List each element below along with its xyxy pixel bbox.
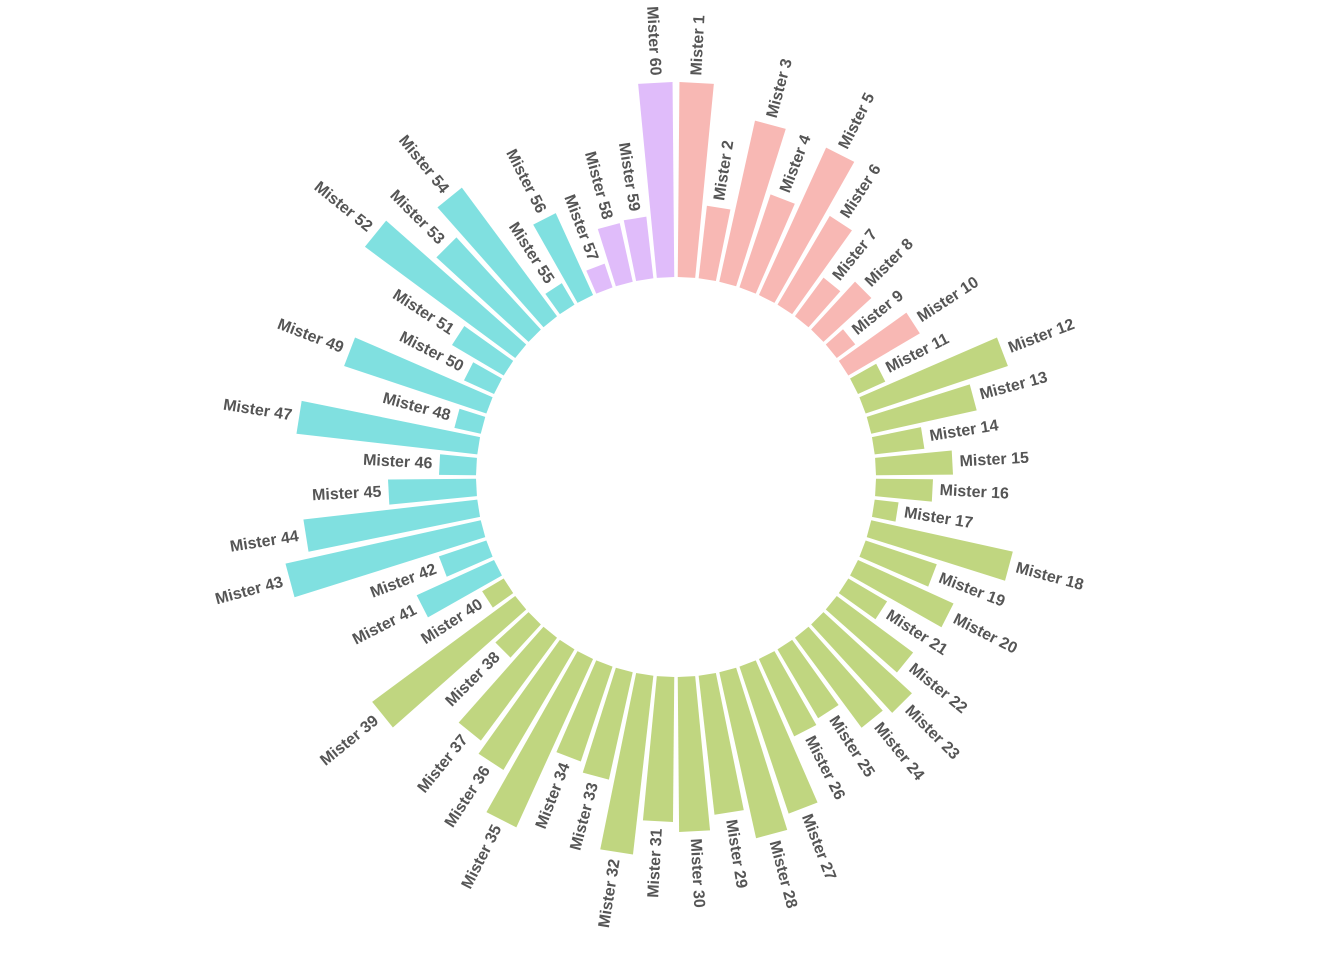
bar-13 [866,384,977,434]
bar-18 [866,520,1013,581]
bar-37 [458,626,558,741]
bar-11 [850,363,886,395]
bar-label-37: Mister 37 [415,732,472,797]
bar-label-3: Mister 3 [764,57,796,120]
bar-55 [545,283,575,315]
bar-2 [698,205,731,282]
bar-label-35: Mister 35 [459,822,506,892]
bar-label-30: Mister 30 [687,838,708,908]
bar-label-29: Mister 29 [722,818,750,889]
bar-label-39: Mister 39 [317,712,382,769]
bar-10 [838,312,920,376]
bar-59 [623,216,654,282]
bar-label-27: Mister 27 [798,812,839,883]
bar-25 [777,639,839,719]
bar-48 [454,408,486,434]
bar-17 [871,499,899,522]
bar-label-36: Mister 36 [442,763,494,831]
bar-58 [597,223,633,287]
bar-30 [677,676,711,832]
bar-label-20: Mister 20 [950,611,1020,658]
bar-19 [859,540,937,587]
bar-33 [582,667,633,780]
bar-31 [642,676,675,822]
bar-20 [850,559,954,628]
bar-46 [439,454,477,476]
bar-40 [482,578,514,608]
bar-50 [463,362,502,395]
bar-label-47: Mister 47 [222,397,293,425]
bar-44 [303,499,481,552]
bar-label-33: Mister 33 [568,781,602,853]
bar-39 [372,595,527,728]
bar-3 [719,120,786,287]
bar-label-10: Mister 10 [914,274,982,326]
bar-label-18: Mister 18 [1014,560,1086,594]
bar-12 [859,337,1008,414]
bar-label-59: Mister 59 [615,141,643,212]
bar-29 [698,672,744,815]
bar-51 [451,326,514,376]
bar-35 [486,651,594,828]
bar-label-17: Mister 17 [903,504,974,532]
bar-label-32: Mister 32 [596,858,624,929]
bar-15 [875,450,953,476]
bar-label-45: Mister 45 [312,484,382,505]
bar-22 [825,595,914,673]
bar-47 [296,400,481,455]
bar-60 [638,82,675,278]
bar-32 [600,672,654,855]
bar-label-58: Mister 58 [581,150,615,222]
bars-layer [285,82,1013,855]
bar-label-14: Mister 14 [928,417,999,445]
bar-label-43: Mister 43 [214,574,286,608]
bar-label-16: Mister 16 [939,482,1009,503]
bar-42 [438,540,493,577]
bar-43 [285,520,486,598]
bar-57 [586,263,613,294]
bar-label-60: Mister 60 [643,6,664,76]
bar-label-31: Mister 31 [645,828,666,898]
bar-label-46: Mister 46 [363,452,433,473]
bar-4 [739,194,795,294]
bar-label-49: Mister 49 [275,316,346,357]
bar-5 [758,147,855,303]
bar-54 [437,187,558,328]
bar-label-56: Mister 56 [502,147,549,217]
bar-56 [533,213,594,303]
bar-23 [811,612,912,713]
bar-27 [739,660,818,814]
bar-9 [825,329,856,359]
bar-45 [388,478,477,505]
bar-label-28: Mister 28 [766,839,800,911]
bar-34 [556,660,613,762]
bar-label-52: Mister 52 [311,179,376,236]
bar-28 [719,667,788,839]
bar-41 [416,559,502,618]
bar-38 [495,612,541,658]
bar-52 [364,220,527,359]
bar-label-2: Mister 2 [711,139,737,201]
bar-label-54: Mister 54 [395,132,452,197]
bar-label-12: Mister 12 [1006,316,1077,357]
bar-24 [794,626,883,728]
bar-label-1: Mister 1 [688,15,708,76]
bar-26 [758,651,817,737]
bar-53 [436,237,541,342]
bar-label-5: Mister 5 [836,90,879,152]
bar-6 [777,215,852,315]
bar-14 [871,427,925,455]
bar-label-15: Mister 15 [959,450,1029,471]
bar-label-44: Mister 44 [229,528,300,556]
bar-8 [811,281,872,342]
bar-49 [344,337,493,414]
bar-7 [794,277,841,328]
bar-21 [838,578,888,620]
bar-label-13: Mister 13 [978,369,1050,403]
bar-label-41: Mister 41 [350,602,420,649]
bar-36 [478,639,575,770]
bar-16 [875,478,933,502]
bar-1 [677,82,714,278]
